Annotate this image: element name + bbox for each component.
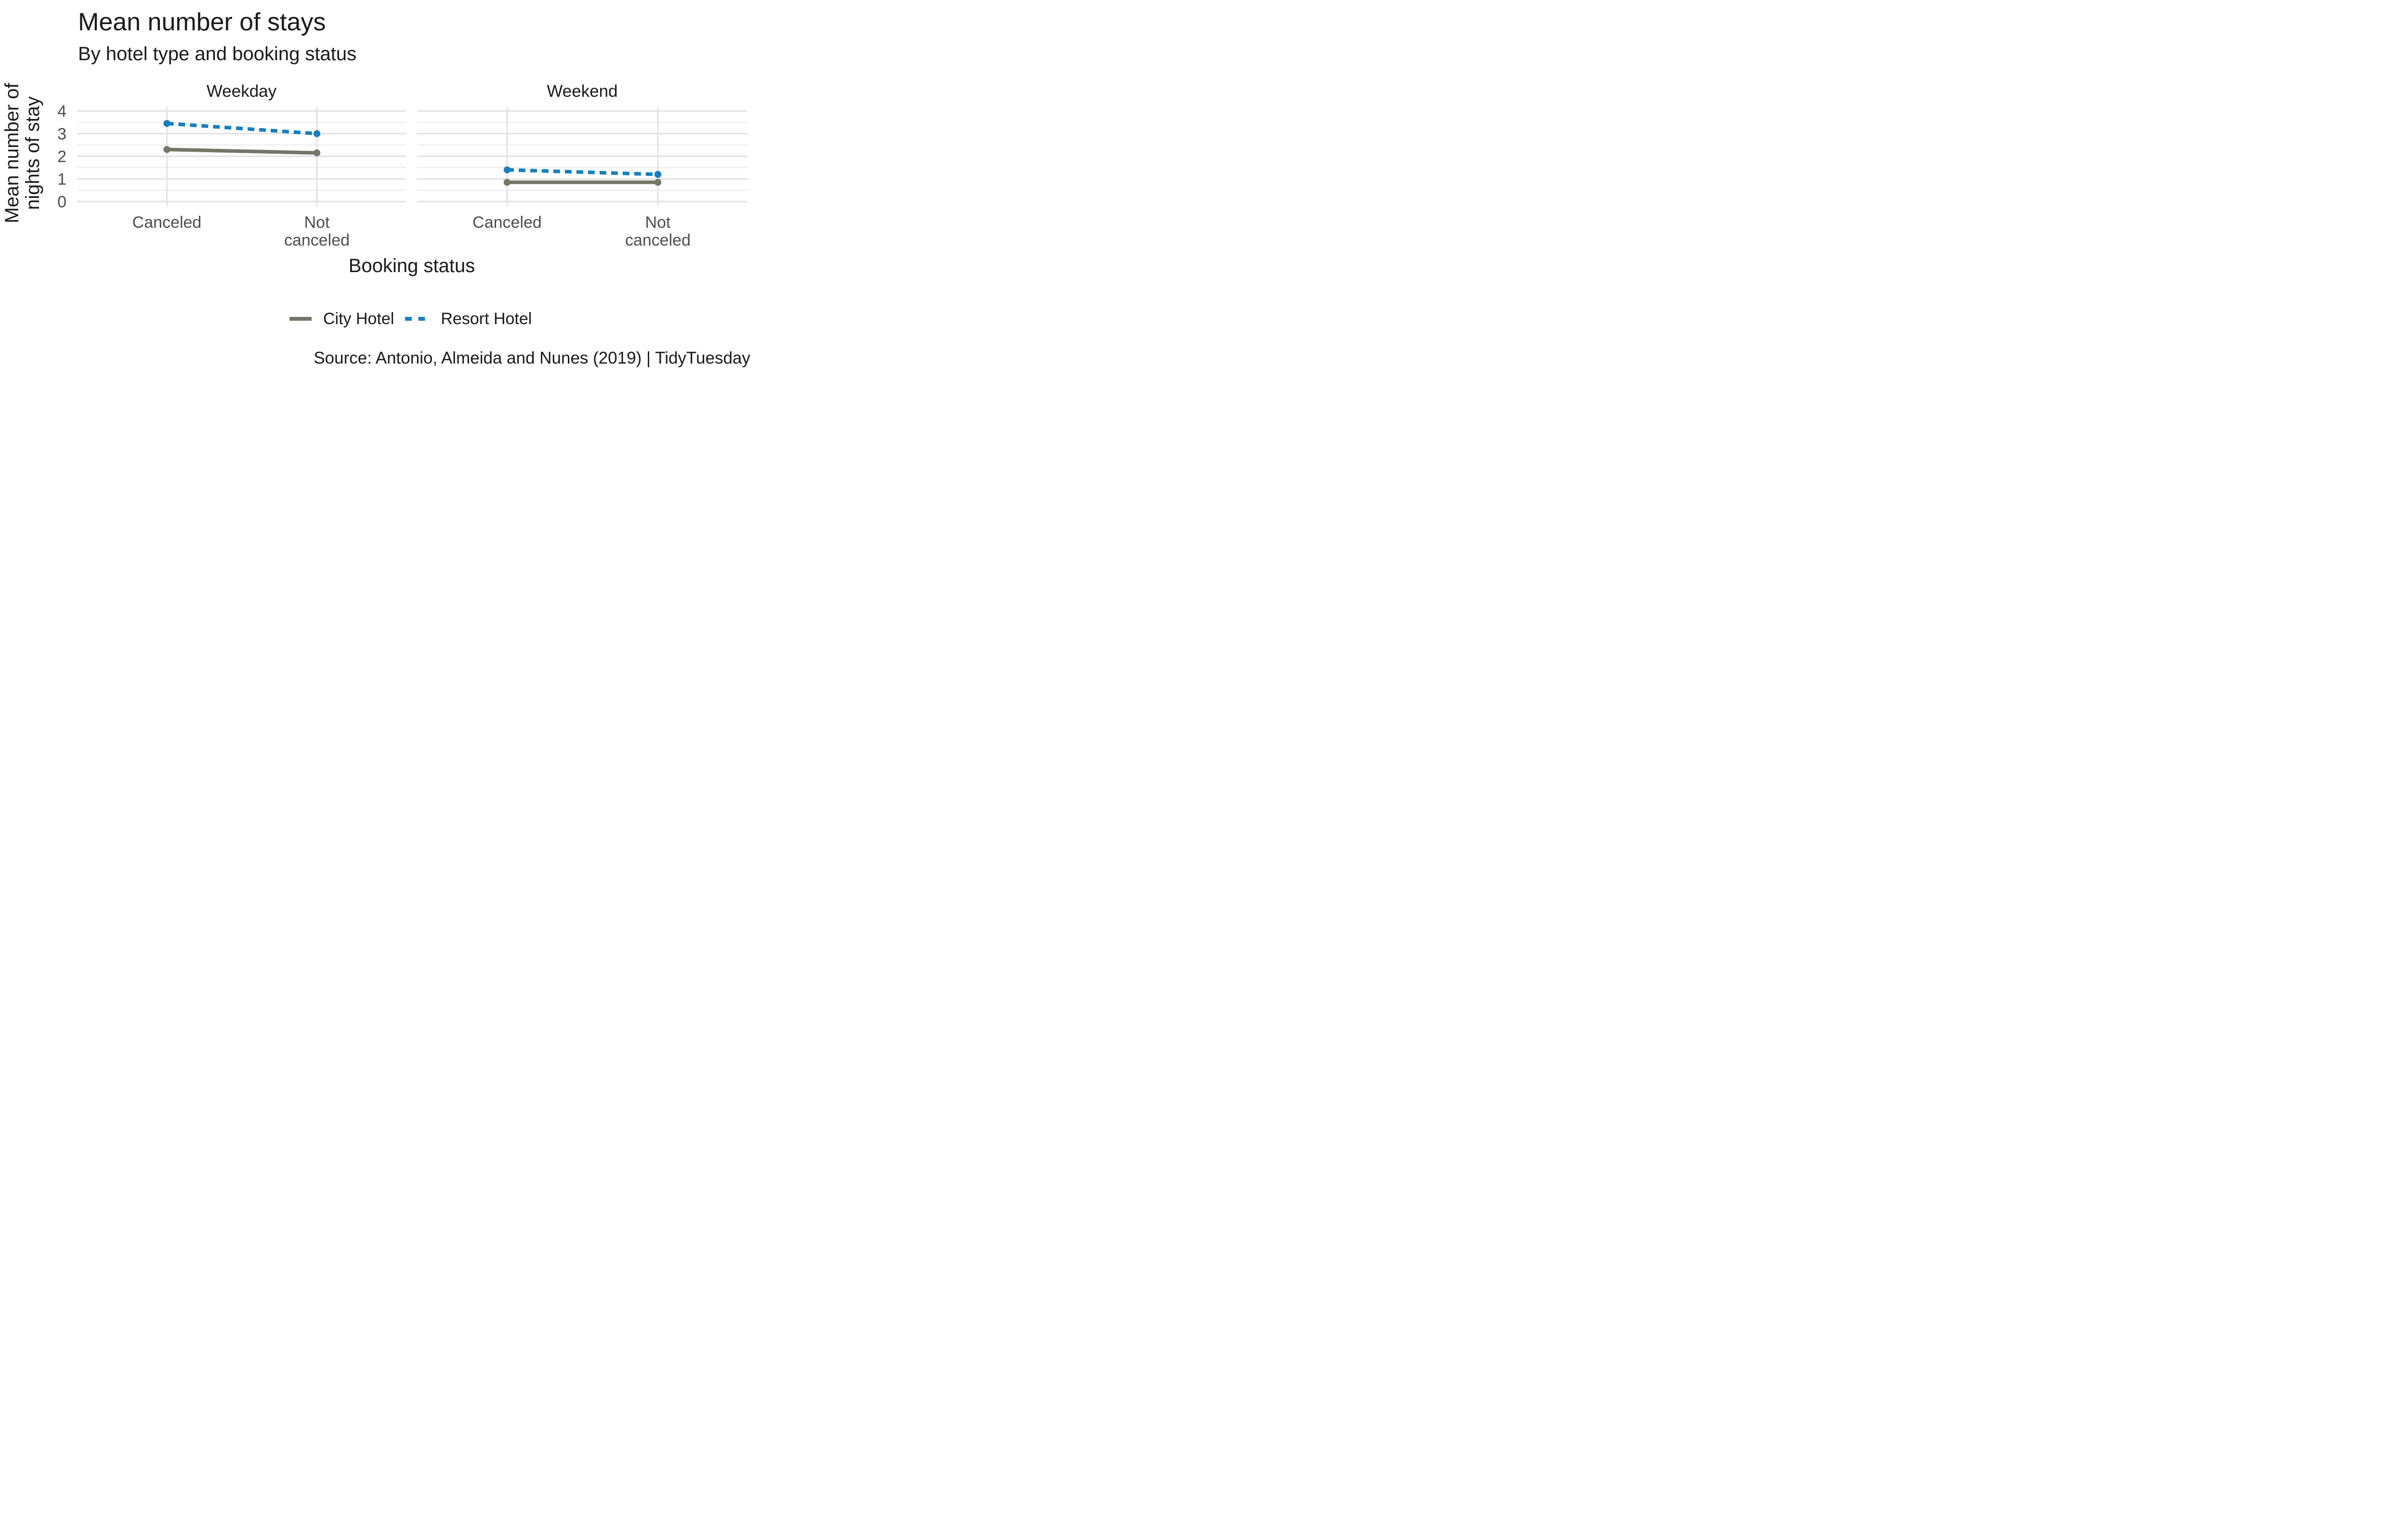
y-tick-label: 2 [57, 148, 66, 166]
source-caption: Source: Antonio, Almeida and Nunes (2019… [314, 349, 750, 367]
legend-item-city-hotel: City Hotel [289, 310, 394, 328]
x-tick-label: Canceled [132, 213, 202, 232]
x-tick-label: canceled [284, 231, 350, 249]
legend: City Hotel Resort Hotel [289, 308, 532, 329]
facet-title-weekday: Weekday [207, 82, 277, 101]
x-tick-label: canceled [625, 231, 691, 249]
y-tick-label: 0 [57, 193, 66, 211]
series-line-resort-hotel [167, 121, 317, 136]
legend-label-city-hotel: City Hotel [323, 309, 394, 328]
facet-title-weekend: Weekend [547, 82, 617, 101]
series-line-city-hotel [167, 147, 317, 155]
chart-figure: Mean number of stays By hotel type and b… [0, 0, 759, 379]
data-point-resort-hotel-not-canceled [654, 170, 662, 178]
x-tick-label: Canceled [472, 213, 542, 232]
y-tick-label: 4 [57, 103, 66, 121]
y-tick-label: 1 [57, 170, 66, 189]
data-point-city-hotel-canceled [163, 146, 170, 153]
legend-item-resort-hotel: Resort Hotel [405, 310, 532, 328]
city-hotel-solid-line-key-icon [289, 317, 312, 321]
data-point-resort-hotel-not-canceled [313, 130, 321, 137]
y-tick-label: 3 [57, 125, 66, 144]
data-point-city-hotel-not-canceled [654, 179, 662, 186]
data-point-city-hotel-not-canceled [313, 149, 321, 157]
resort-hotel-dashed-line-key-icon [405, 317, 426, 321]
data-point-city-hotel-canceled [503, 179, 511, 186]
x-tick-label: Not [304, 213, 330, 232]
data-point-resort-hotel-canceled [163, 120, 170, 127]
x-axis-title: Booking status [348, 255, 475, 276]
chart-subtitle: By hotel type and booking status [78, 43, 357, 65]
series-line-resort-hotel [507, 168, 658, 176]
data-point-resort-hotel-canceled [503, 166, 511, 173]
chart-title: Mean number of stays [78, 8, 326, 36]
x-tick-label: Not [645, 213, 671, 232]
legend-label-resort-hotel: Resort Hotel [441, 309, 532, 328]
